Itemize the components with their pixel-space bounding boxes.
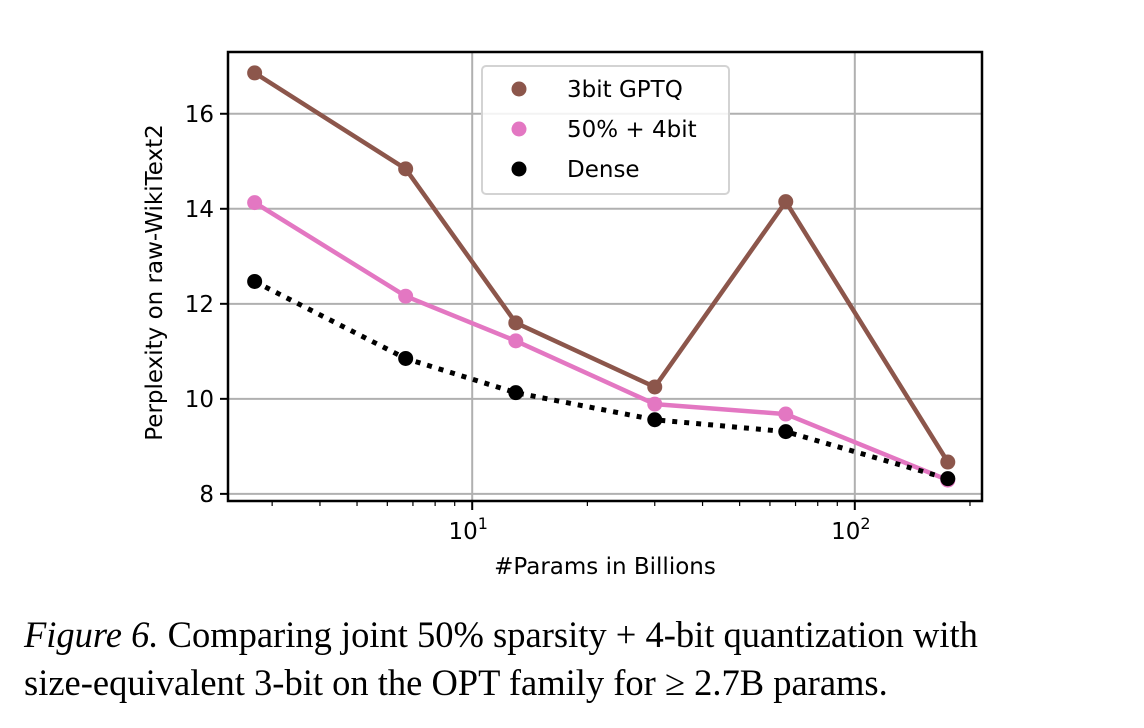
data-point	[398, 288, 414, 304]
series-line	[253, 71, 950, 464]
legend-item: 3bit GPTQ	[511, 77, 683, 103]
figure-caption: Figure 6. Comparing joint 50% sparsity +…	[24, 611, 1134, 707]
legend-item: 50% + 4bit	[511, 117, 697, 143]
figure-label: Figure 6.	[24, 614, 159, 655]
caption-line-1: Figure 6. Comparing joint 50% sparsity +…	[24, 611, 1134, 659]
data-point	[508, 333, 524, 349]
y-tick-label: 10	[185, 387, 214, 413]
y-axis-label: Perplexity on raw-WikiText2	[142, 124, 168, 441]
legend: 3bit GPTQ 50% + 4bit Dense	[481, 65, 730, 195]
x-tick-exponent: 2	[860, 514, 870, 533]
legend-label: 50% + 4bit	[567, 117, 697, 143]
data-point	[247, 65, 263, 81]
legend-marker	[511, 121, 527, 137]
x-tick-exponent: 1	[478, 514, 488, 533]
y-tick-label: 8	[199, 482, 214, 508]
series-line	[253, 200, 949, 483]
series-50-4bit	[247, 195, 956, 488]
data-point	[940, 471, 956, 487]
series-dense	[247, 273, 956, 487]
caption-line-2: size-equivalent 3-bit on the OPT family …	[24, 662, 888, 703]
data-point	[778, 194, 794, 210]
data-point	[398, 161, 414, 177]
legend-label: Dense	[567, 157, 640, 183]
x-tick-label: 102	[831, 514, 870, 545]
legend-marker	[511, 161, 527, 177]
data-point	[247, 195, 263, 211]
legend-item: Dense	[511, 157, 640, 183]
legend-marker	[511, 81, 527, 97]
y-tick-label: 14	[185, 197, 214, 223]
data-point	[647, 412, 663, 428]
data-point	[247, 273, 263, 289]
series-layer	[247, 65, 956, 488]
data-point	[647, 396, 663, 412]
caption-text-1: Comparing joint 50% sparsity + 4-bit qua…	[167, 614, 978, 655]
data-point	[940, 454, 956, 470]
legend-box	[481, 65, 730, 195]
data-point	[778, 406, 794, 422]
x-tick-label: 101	[448, 514, 487, 545]
data-point	[398, 350, 414, 366]
data-point	[778, 424, 794, 440]
y-tick-label: 12	[185, 292, 214, 318]
data-point	[647, 379, 663, 395]
data-point	[508, 315, 524, 331]
x-axis-label: #Params in Billions	[494, 554, 716, 580]
series-3bit-gptq	[247, 65, 956, 470]
legend-label: 3bit GPTQ	[567, 77, 683, 103]
data-point	[508, 385, 524, 401]
axes-frame	[226, 50, 984, 503]
y-tick-label: 16	[185, 102, 214, 128]
